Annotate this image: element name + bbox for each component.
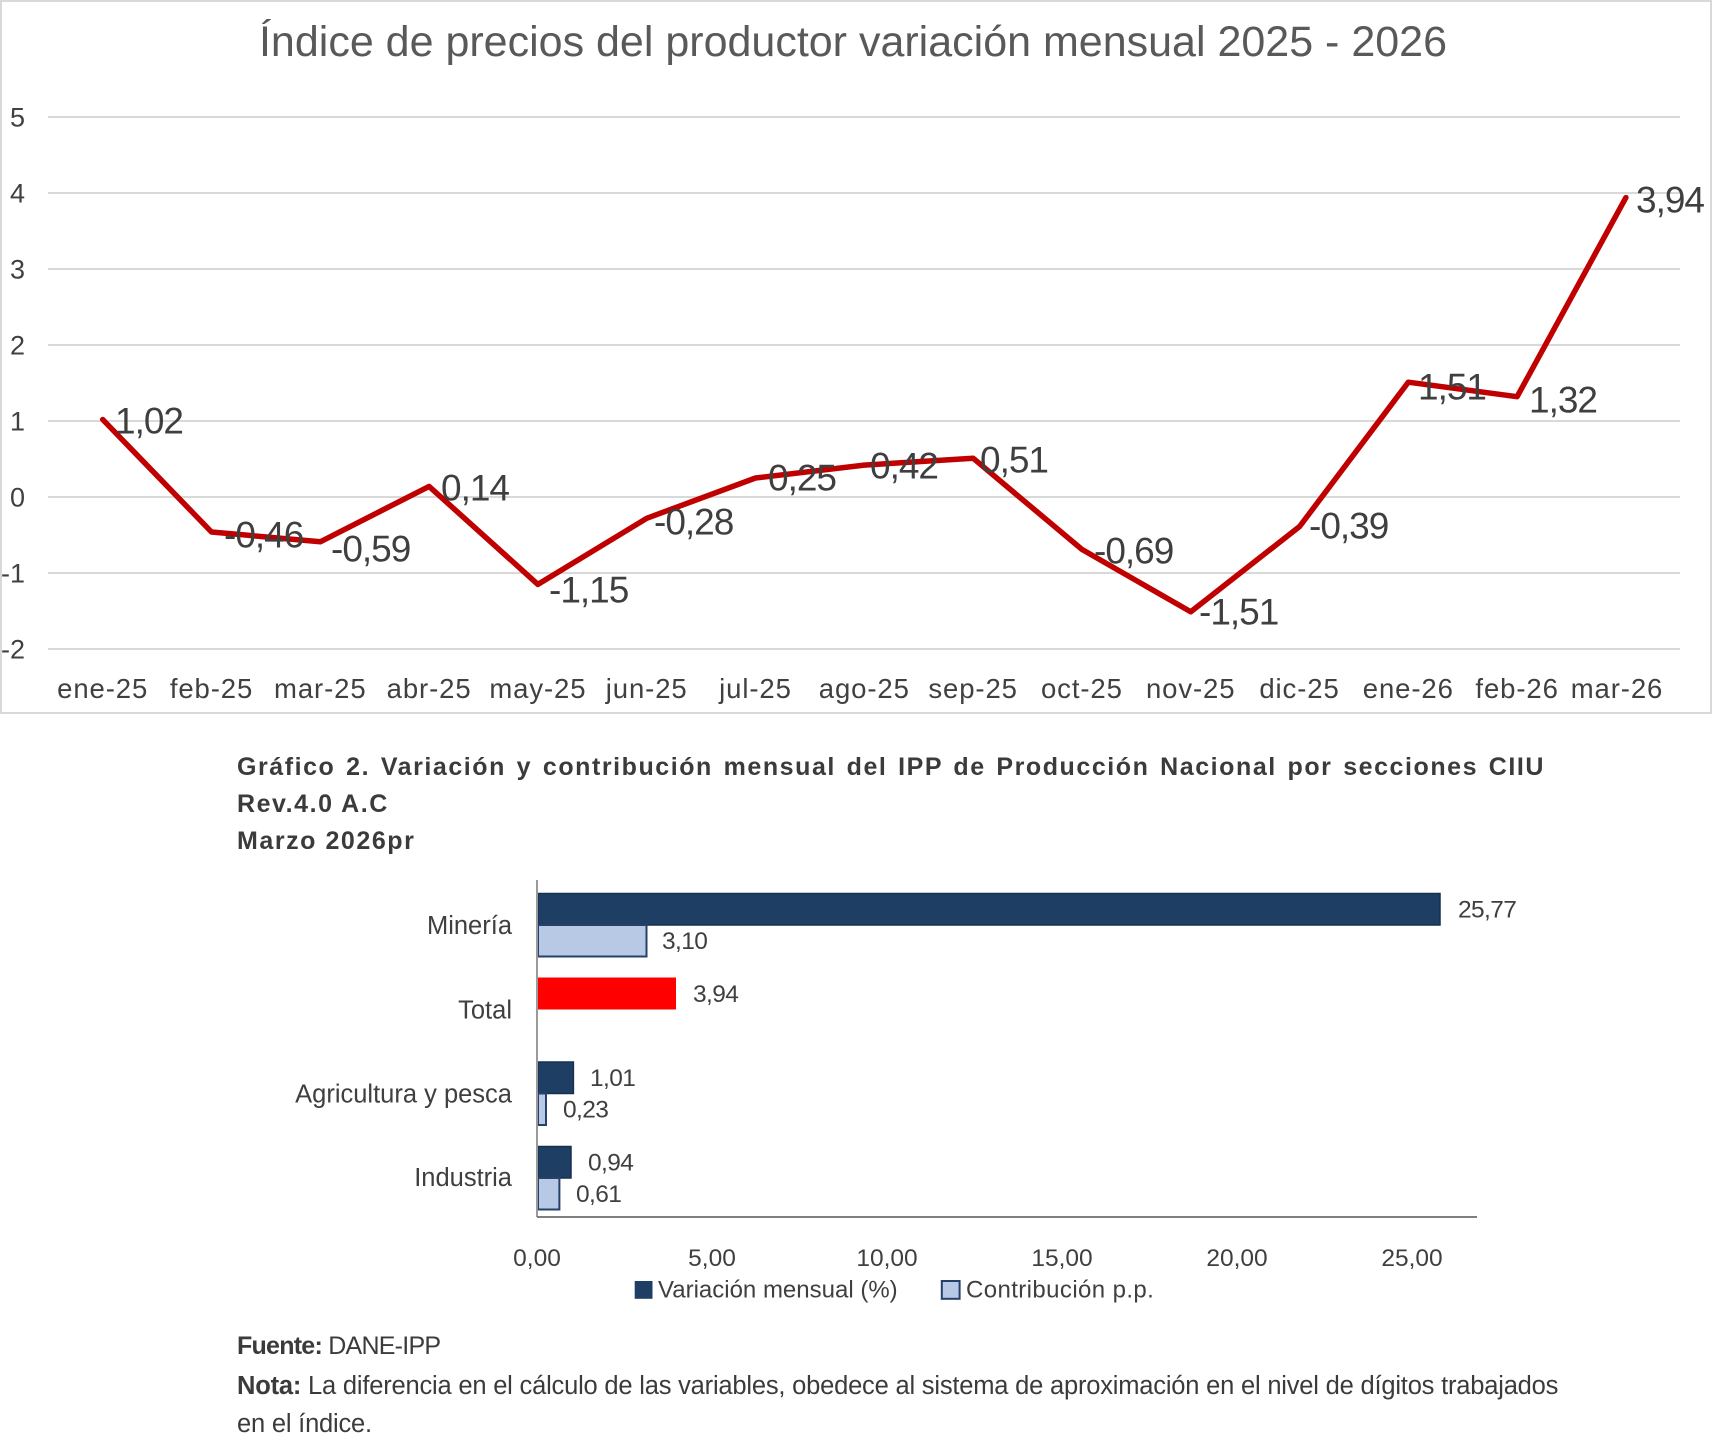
svg-text:ago-25: ago-25 [819,673,910,704]
svg-text:Índice de precios del producto: Índice de precios del productor variació… [259,18,1447,66]
svg-text:-1: -1 [1,559,25,589]
svg-text:-0,39: -0,39 [1309,506,1388,547]
svg-text:10,00: 10,00 [856,1245,917,1272]
svg-text:mar-26: mar-26 [1571,673,1664,704]
svg-text:abr-25: abr-25 [387,673,472,704]
svg-text:ene-25: ene-25 [57,673,148,704]
svg-text:-2: -2 [1,635,25,665]
svg-text:3: 3 [10,255,25,285]
svg-text:Industria: Industria [414,1164,513,1192]
svg-text:0,23: 0,23 [563,1097,608,1124]
svg-text:0,42: 0,42 [870,446,938,487]
svg-text:oct-25: oct-25 [1041,673,1123,704]
svg-text:15,00: 15,00 [1031,1245,1092,1272]
svg-text:Contribución p.p.: Contribución p.p. [966,1277,1154,1304]
svg-text:Agricultura y pesca: Agricultura y pesca [295,1081,513,1109]
svg-text:dic-25: dic-25 [1259,673,1339,704]
svg-text:5,00: 5,00 [688,1245,736,1272]
svg-text:0,00: 0,00 [513,1245,561,1272]
svg-text:0,25: 0,25 [768,458,836,499]
svg-text:jun-25: jun-25 [605,673,688,704]
svg-text:-1,51: -1,51 [1199,592,1278,633]
svg-text:jul-25: jul-25 [718,673,792,704]
svg-text:3,10: 3,10 [662,928,707,955]
svg-text:Minería: Minería [427,912,513,940]
svg-text:ene-26: ene-26 [1363,673,1454,704]
svg-text:mar-25: mar-25 [274,673,367,704]
svg-text:may-25: may-25 [489,673,586,704]
svg-text:-0,28: -0,28 [654,502,733,543]
svg-text:0,94: 0,94 [588,1150,633,1177]
svg-text:0: 0 [10,483,25,513]
svg-text:20,00: 20,00 [1206,1245,1267,1272]
svg-text:nov-25: nov-25 [1146,673,1236,704]
svg-text:25,00: 25,00 [1381,1245,1442,1272]
svg-text:1,01: 1,01 [590,1065,635,1092]
svg-text:feb-25: feb-25 [170,673,253,704]
svg-text:3,94: 3,94 [1636,180,1704,221]
svg-text:Variación mensual (%): Variación mensual (%) [658,1277,898,1304]
svg-text:-1,15: -1,15 [549,570,629,611]
svg-text:3,94: 3,94 [693,981,738,1008]
svg-text:5: 5 [10,103,25,133]
svg-text:1,51: 1,51 [1418,367,1486,408]
svg-text:2: 2 [10,331,25,361]
svg-text:-0,59: -0,59 [331,529,410,570]
svg-text:Total: Total [458,997,512,1025]
svg-text:-0,69: -0,69 [1094,531,1173,572]
svg-text:0,51: 0,51 [980,440,1048,481]
svg-text:25,77: 25,77 [1458,897,1516,924]
svg-text:sep-25: sep-25 [928,673,1018,704]
svg-text:1,32: 1,32 [1529,380,1597,421]
svg-text:0,61: 0,61 [576,1181,621,1208]
svg-text:1,02: 1,02 [115,401,183,442]
svg-text:1: 1 [10,407,25,437]
svg-text:feb-26: feb-26 [1475,673,1558,704]
svg-text:-0,46: -0,46 [224,515,303,556]
svg-text:4: 4 [10,179,25,209]
svg-text:0,14: 0,14 [441,468,509,509]
